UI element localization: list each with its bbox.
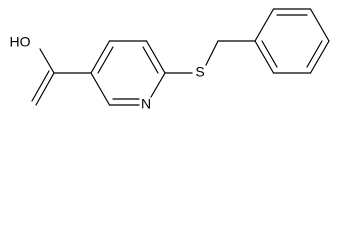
atom-label: N: [141, 96, 151, 112]
bond-inner: [261, 40, 278, 68]
bond-inner: [306, 40, 323, 68]
bond: [145, 40, 166, 74]
bond: [254, 8, 275, 42]
bond: [31, 70, 50, 102]
bond-inner: [97, 46, 114, 74]
bond: [205, 40, 219, 66]
bond: [309, 8, 330, 42]
bond: [39, 48, 55, 74]
bond: [309, 40, 330, 74]
bonds: [31, 8, 330, 106]
bond: [254, 40, 275, 74]
bond: [90, 40, 111, 74]
atom-label: S: [195, 64, 204, 80]
bond: [150, 72, 166, 98]
bond: [35, 72, 55, 106]
atom-label: HO: [10, 34, 31, 50]
bond-inner: [142, 46, 159, 74]
molecule: HO N S: [10, 8, 330, 112]
bond: [90, 72, 111, 106]
